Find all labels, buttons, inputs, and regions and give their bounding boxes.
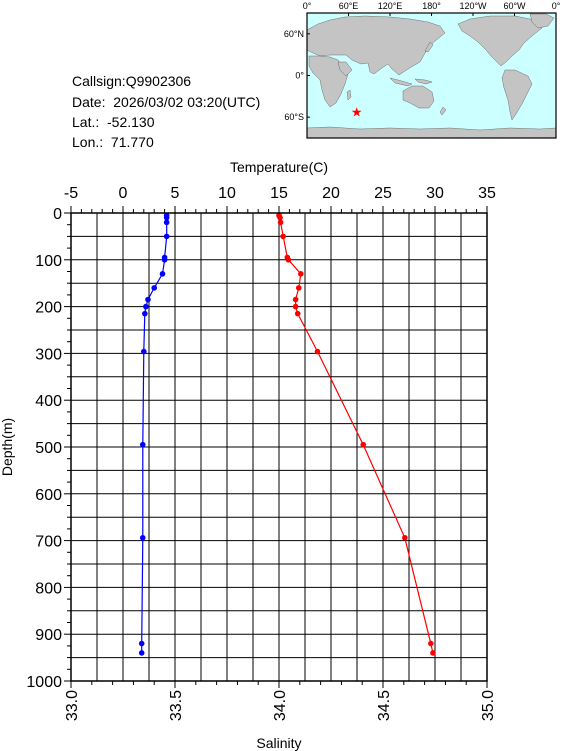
salinity-point xyxy=(151,285,157,291)
depth-tick-label: 800 xyxy=(35,580,62,597)
salinity-point xyxy=(159,271,166,277)
temperature-tick-label: 0 xyxy=(119,185,128,202)
salinity-tick-label: 35.0 xyxy=(480,690,497,721)
temperature-tick-label: 10 xyxy=(218,185,236,202)
temperature-point xyxy=(292,296,299,303)
chart-series xyxy=(138,212,436,656)
latitude-text: Lat.: -52.130 xyxy=(72,114,155,130)
salinity-point xyxy=(163,219,170,226)
salinity-point xyxy=(141,348,147,355)
map-longitude-label: 120°W xyxy=(459,1,487,11)
temperature-line xyxy=(278,215,434,654)
salinity-line xyxy=(141,215,168,653)
depth-tick-label: 900 xyxy=(35,627,62,644)
salinity-tick-label: 33.5 xyxy=(168,690,185,721)
temperature-tick-label: -5 xyxy=(64,185,78,202)
salinity-point xyxy=(143,303,149,310)
salinity-point xyxy=(161,257,168,263)
map-latitude-label: 60°S xyxy=(284,112,304,122)
depth-tick-label: 700 xyxy=(35,534,62,551)
temperature-tick-label: 5 xyxy=(171,185,180,202)
temperature-axis-label: Temperature(C) xyxy=(230,159,328,175)
temperature-tick-label: 30 xyxy=(426,185,444,202)
temperature-point xyxy=(298,271,304,277)
salinity-tick-label: 34.5 xyxy=(376,690,393,721)
callsign-text: Callsign:Q9902306 xyxy=(72,73,192,89)
temperature-point xyxy=(295,285,302,291)
depth-tick-label: 600 xyxy=(35,487,62,504)
temperature-tick-label: 25 xyxy=(374,185,392,202)
map-longitude-label: 60°E xyxy=(339,1,359,11)
temperature-tick-label: 35 xyxy=(478,185,496,202)
salinity-axis-label: Salinity xyxy=(256,735,301,751)
salinity-point xyxy=(145,296,151,303)
float-position-marker: ★ xyxy=(351,105,363,120)
location-map: 0° 60°E 120°E 180° 120°W 60°W 0° 60°N 0° 60°S ★ xyxy=(284,1,561,139)
map-longitude-label: 0° xyxy=(552,1,561,11)
depth-axis-label: Depth(m) xyxy=(0,418,15,476)
date-text: Date: 2026/03/02 03:20(UTC) xyxy=(72,94,261,110)
temperature-point xyxy=(314,348,321,355)
salinity-point xyxy=(139,441,146,448)
temperature-point xyxy=(428,640,434,647)
temperature-tick-label: 20 xyxy=(322,185,340,202)
temperature-point xyxy=(294,310,301,317)
map-latitude-label: 0° xyxy=(295,71,304,81)
depth-tick-label: 0 xyxy=(53,206,62,223)
salinity-point xyxy=(139,534,146,541)
temperature-point xyxy=(292,303,299,310)
map-longitude-label: 120°E xyxy=(378,1,403,11)
map-tick-labels: 0° 60°E 120°E 180° 120°W 60°W 0° 60°N 0° 60°S xyxy=(284,1,561,122)
map-longitude-label: 0° xyxy=(303,1,312,11)
temperature-point xyxy=(360,441,367,448)
map-longitude-label: 60°W xyxy=(503,1,526,11)
salinity-point xyxy=(142,310,148,317)
plot-frame xyxy=(70,212,488,682)
depth-tick-label: 100 xyxy=(35,253,62,270)
temperature-tick-label: 15 xyxy=(270,185,288,202)
map-latitude-label: 60°N xyxy=(284,29,304,39)
map-longitude-label: 180° xyxy=(422,1,441,11)
temperature-point xyxy=(430,650,436,656)
temperature-point xyxy=(277,214,283,221)
depth-tick-label: 400 xyxy=(35,393,62,410)
salinity-point xyxy=(138,650,145,656)
temperature-point xyxy=(285,257,292,263)
chart-grid xyxy=(71,213,487,681)
salinity-point xyxy=(163,214,170,221)
salinity-tick-label: 34.0 xyxy=(272,690,289,721)
salinity-point xyxy=(138,640,145,647)
temperature-point xyxy=(280,233,286,240)
longitude-text: Lon.: 71.770 xyxy=(72,134,154,150)
depth-tick-label: 300 xyxy=(35,346,62,363)
map-land xyxy=(306,13,557,139)
depth-tick-label: 200 xyxy=(35,300,62,317)
salinity-point xyxy=(163,233,170,240)
temperature-point xyxy=(402,534,408,541)
salinity-tick-label: 33.0 xyxy=(64,690,81,721)
temperature-point xyxy=(277,219,284,226)
depth-tick-label: 1000 xyxy=(26,674,62,691)
depth-tick-label: 500 xyxy=(35,440,62,457)
